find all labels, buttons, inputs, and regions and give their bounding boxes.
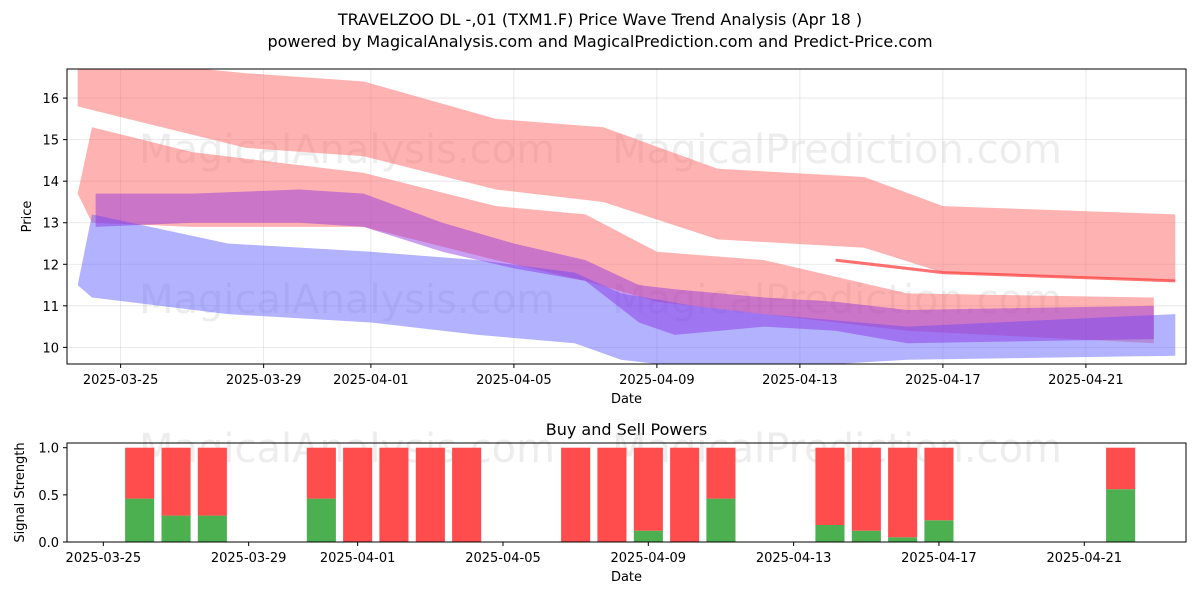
- bottom-ytick-label-2: 1.0: [38, 442, 59, 457]
- sell-bar-2025-03-28: [197, 447, 227, 516]
- top-ytick-label-2: 12: [42, 258, 59, 273]
- top-ytick-label-1: 11: [42, 300, 59, 315]
- top-xtick-label-6: 2025-04-17: [905, 373, 981, 388]
- top-xtick-label-7: 2025-04-21: [1048, 373, 1124, 388]
- sell-bar-2025-04-17: [924, 447, 954, 521]
- bottom-xtick-label-0: 2025-03-25: [66, 551, 142, 566]
- bottom-xtick-label-4: 2025-04-09: [611, 551, 687, 566]
- sell-bar-2025-04-22: [1106, 447, 1136, 490]
- top-y-axis-label: Price: [20, 201, 35, 233]
- bottom-ytick-label-1: 0.5: [38, 489, 59, 504]
- buy-bar-2025-04-11: [706, 498, 736, 542]
- buy-bar-2025-04-09: [633, 530, 663, 542]
- bottom-xtick-label-2: 2025-04-01: [320, 551, 396, 566]
- bottom-plot-frame: [66, 442, 1187, 543]
- bottom-y-axis-label: Signal Strength: [13, 442, 28, 542]
- blue-lower-band: [77, 214, 1176, 364]
- buy-bar-2025-04-17: [924, 520, 954, 542]
- bottom-ytick-label-0: 0.0: [38, 536, 59, 551]
- bottom-xtick-label-5: 2025-04-13: [756, 551, 832, 566]
- sell-bar-2025-04-09: [633, 447, 663, 531]
- top-xtick-label-2: 2025-04-01: [333, 373, 409, 388]
- bottom-xtick-label-3: 2025-04-05: [465, 551, 541, 566]
- red-upper-band: [77, 69, 1176, 281]
- sell-bar-2025-04-11: [706, 447, 736, 499]
- buy-bar-2025-03-31: [306, 498, 336, 542]
- top-ytick-label-4: 14: [42, 175, 59, 190]
- purple-core-band: [95, 189, 1154, 344]
- price-wave-chart: MagicalAnalysis.comMagicalPrediction.com…: [20, 68, 1187, 407]
- sell-bar-2025-04-16: [888, 447, 918, 538]
- sell-bar-2025-04-04: [452, 447, 482, 542]
- bottom-xtick-label-1: 2025-03-29: [211, 551, 287, 566]
- buy-bar-2025-03-26: [125, 498, 155, 542]
- buy-bar-2025-04-15: [851, 530, 881, 542]
- top-x-axis-label: Date: [611, 392, 642, 407]
- buy-sell-chart: Buy and Sell PowersMagicalAnalysis.comMa…: [13, 420, 1187, 585]
- sell-bar-2025-04-14: [815, 447, 845, 525]
- chart-subtitle: powered by MagicalAnalysis.com and Magic…: [267, 32, 932, 51]
- red-trend-line: [835, 258, 1176, 283]
- chart-title: TRAVELZOO DL -,01 (TXM1.F) Price Wave Tr…: [337, 10, 862, 29]
- top-xtick-label-5: 2025-04-13: [762, 373, 838, 388]
- buy-bar-2025-03-27: [161, 515, 191, 542]
- top-ytick-label-6: 16: [42, 92, 59, 107]
- sell-bar-2025-04-08: [597, 447, 627, 542]
- sell-bar-2025-04-01: [343, 447, 373, 542]
- sell-bar-2025-03-31: [306, 447, 336, 499]
- sell-bar-2025-03-26: [125, 447, 155, 499]
- bottom-chart-title: Buy and Sell Powers: [546, 420, 708, 439]
- price-bands: [77, 69, 1176, 364]
- bottom-x-axis-label: Date: [611, 570, 642, 585]
- sell-bar-2025-04-02: [379, 447, 409, 542]
- buy-bar-2025-04-16: [888, 537, 918, 542]
- sell-bar-2025-04-10: [670, 447, 700, 542]
- buy-bar-2025-04-22: [1106, 489, 1136, 542]
- sell-bar-2025-04-15: [851, 447, 881, 531]
- sell-bar-2025-04-03: [415, 447, 445, 542]
- top-plot-frame: [66, 68, 1187, 365]
- bottom-xtick-label-7: 2025-04-21: [1046, 551, 1122, 566]
- top-ytick-label-3: 13: [42, 217, 59, 232]
- top-xtick-label-3: 2025-04-05: [476, 373, 552, 388]
- sell-bar-2025-03-27: [161, 447, 191, 516]
- top-ytick-label-0: 10: [42, 341, 59, 356]
- top-xtick-label-4: 2025-04-09: [619, 373, 695, 388]
- top-ytick-label-5: 15: [42, 134, 59, 149]
- top-xtick-label-1: 2025-03-29: [226, 373, 302, 388]
- buy-bar-2025-03-28: [197, 515, 227, 542]
- bottom-xtick-label-6: 2025-04-17: [901, 551, 977, 566]
- red-middle-band: [77, 127, 1154, 344]
- top-xtick-label-0: 2025-03-25: [83, 373, 159, 388]
- sell-bar-2025-04-07: [561, 447, 591, 542]
- buy-bar-2025-04-14: [815, 525, 845, 542]
